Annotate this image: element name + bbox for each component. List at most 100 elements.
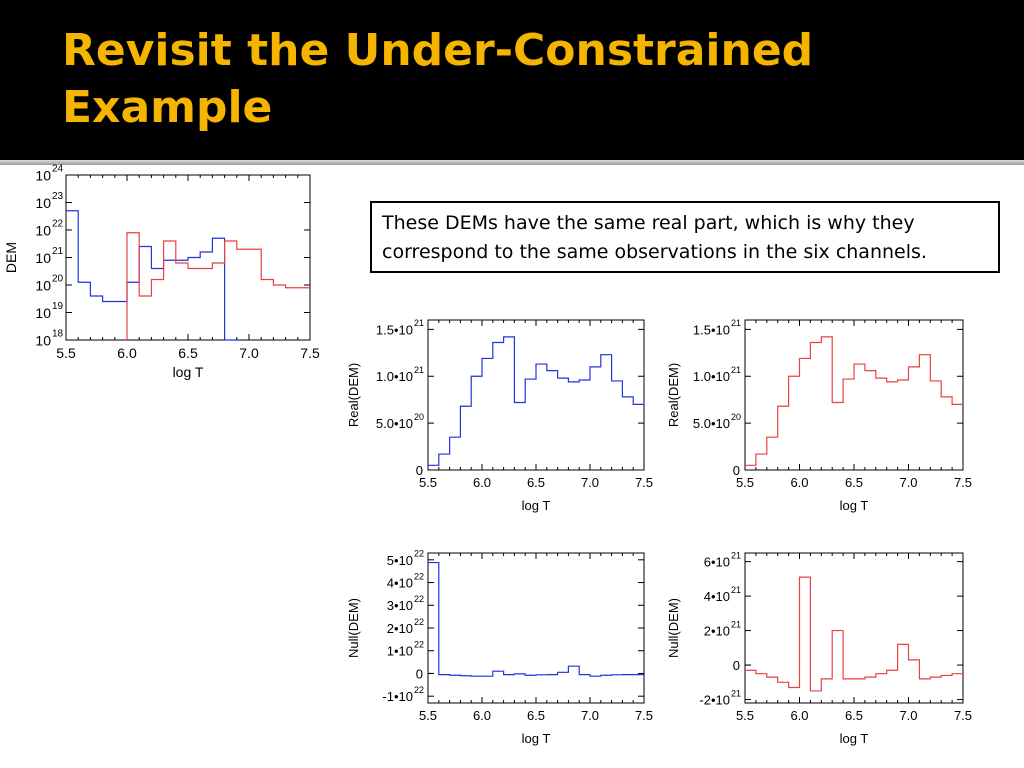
y-tick-exponent: 22 [414, 549, 424, 559]
y-tick-base: 0 [733, 463, 740, 478]
y-tick-exponent: 23 [52, 191, 64, 202]
data-point [303, 287, 305, 289]
y-tick-exponent: 22 [414, 639, 424, 649]
y-tick-base: 1.0•10 [376, 369, 413, 384]
data-point [156, 278, 159, 281]
y-tick-base: 2•10 [387, 621, 413, 636]
y-tick-exponent: 21 [414, 318, 424, 328]
y-tick-exponent: 21 [731, 318, 741, 328]
data-point [902, 379, 904, 381]
y-tick-label: 10 [35, 305, 51, 321]
x-tick-label: 6.0 [790, 708, 808, 723]
data-point [924, 354, 926, 356]
data-point [562, 671, 564, 673]
y-tick-base: 1.5•10 [693, 322, 730, 337]
y-tick-exponent: 19 [52, 301, 64, 312]
data-point [584, 379, 586, 381]
data-point [847, 378, 850, 380]
x-tick-label: 6.5 [178, 345, 198, 361]
y-tick-label: 10 [35, 332, 51, 348]
data-point [594, 675, 596, 677]
x-tick-label: 7.5 [635, 708, 653, 723]
y-tick-base: 4•10 [704, 589, 730, 604]
data-point [530, 378, 532, 380]
y-tick-label: 10 [35, 167, 51, 183]
data-point [880, 377, 882, 379]
data-point [144, 245, 146, 248]
data-point [771, 436, 773, 438]
title-line-1: Revisit the Under-Constrained [62, 25, 814, 76]
data-point [913, 366, 915, 368]
data-point [551, 673, 553, 676]
y-axis-label: Null(DEM) [666, 598, 681, 658]
data-point [837, 629, 839, 632]
data-point [95, 295, 98, 297]
y-tick-exponent: 22 [414, 617, 424, 627]
y-tick-base: 3•10 [387, 598, 413, 613]
plot-frame [744, 319, 964, 471]
title-bar: Revisit the Under-Constrained Example [0, 0, 1024, 158]
data-point [804, 357, 806, 360]
x-tick-label: 6.5 [845, 475, 863, 490]
y-tick-base: 5.0•10 [376, 416, 413, 431]
data-point [144, 295, 146, 297]
data-point [230, 339, 232, 341]
y-tick-label: -1•10 [382, 689, 413, 704]
plot-frame [427, 319, 645, 471]
y-tick-exponent: 22 [52, 219, 64, 230]
y-tick-exponent: 21 [414, 365, 424, 375]
y-tick-label: 10 [35, 277, 51, 293]
series-line-blue [428, 561, 644, 677]
data-point [540, 674, 542, 676]
y-tick-label: 1•10 [387, 644, 413, 659]
data-point [749, 464, 752, 466]
y-tick-exponent: 21 [731, 619, 741, 629]
data-point [217, 237, 220, 239]
y-tick-label: 0 [733, 463, 740, 478]
y-tick-label: 1.0•10 [693, 369, 730, 384]
y-tick-base: 2•10 [704, 624, 730, 639]
y-tick-label: 1.5•10 [693, 322, 730, 337]
x-tick-label: 7.0 [899, 475, 917, 490]
data-point [108, 300, 110, 303]
y-tick-exponent: 22 [414, 685, 424, 695]
slide-title: Revisit the Under-Constrained Example [62, 22, 962, 136]
x-tick-label: 5.5 [56, 345, 76, 361]
title-line-2: Example [62, 82, 273, 133]
data-point [924, 678, 926, 680]
x-tick-label: 6.0 [473, 475, 491, 490]
data-point [465, 675, 467, 677]
y-tick-label: 4•10 [387, 575, 413, 590]
data-point [847, 678, 850, 680]
y-tick-base: 1.5•10 [376, 322, 413, 337]
y-tick-label: 2•10 [704, 624, 730, 639]
plot-frame [427, 552, 645, 704]
y-tick-label: 5.0•10 [693, 416, 730, 431]
data-point [551, 370, 553, 372]
y-axis-label: Null(DEM) [346, 598, 361, 658]
series-line-blue [66, 210, 237, 341]
data-point [465, 405, 467, 407]
data-point [497, 670, 499, 672]
data-point [497, 341, 499, 344]
y-tick-exponent: 21 [731, 550, 741, 560]
y-tick-label: 5.0•10 [376, 416, 413, 431]
y-axis-label: Real(DEM) [346, 363, 361, 427]
plot-frame [744, 552, 964, 704]
data-point [181, 262, 183, 264]
data-point [193, 267, 195, 270]
data-point [156, 267, 159, 270]
x-tick-label: 5.5 [736, 708, 754, 723]
data-point [605, 354, 607, 356]
y-tick-base: 10 [35, 167, 51, 183]
data-point [627, 396, 629, 398]
y-tick-base: 1.0•10 [693, 369, 730, 384]
data-point [278, 284, 281, 286]
x-tick-label: 6.5 [527, 475, 545, 490]
y-tick-label: 10 [35, 250, 51, 266]
y-tick-exponent: 22 [414, 571, 424, 581]
data-point [476, 375, 478, 377]
data-point [217, 262, 220, 264]
data-point [540, 363, 542, 365]
